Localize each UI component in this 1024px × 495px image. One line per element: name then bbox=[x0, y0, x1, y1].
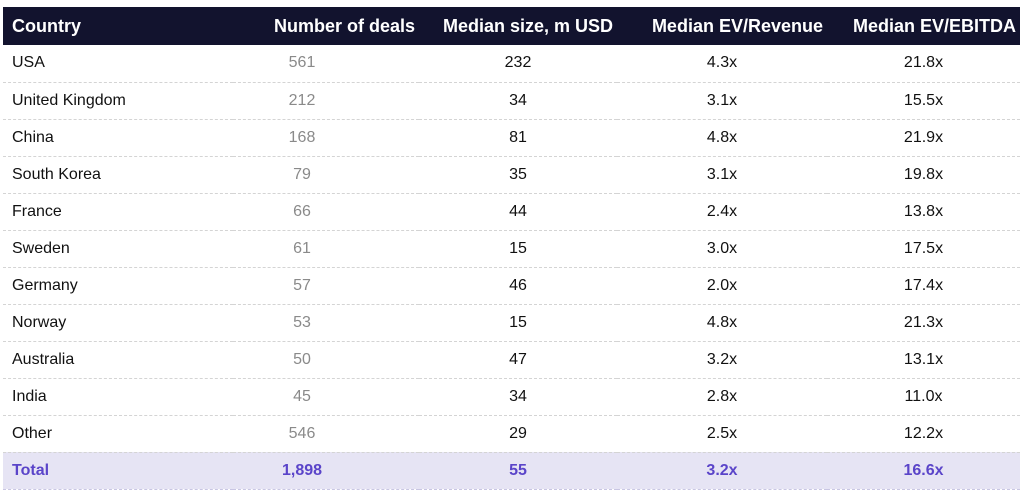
cell-median-size: 232 bbox=[504, 54, 532, 72]
total-cell-country: Total bbox=[12, 461, 50, 479]
cell-median-size: 44 bbox=[509, 202, 527, 220]
header-country: Country bbox=[12, 15, 81, 36]
cell-median-ev-ebitda: 11.0x bbox=[904, 387, 943, 405]
cell-number-of-deals: 561 bbox=[288, 54, 316, 72]
deals-by-country-table: Country Number of deals Median size, m U… bbox=[3, 7, 1020, 490]
total-cell-median-ev-revenue: 3.2x bbox=[706, 461, 738, 479]
cell-country: Sweden bbox=[12, 239, 70, 257]
table-row: Germany 57 46 2.0x 17.4x bbox=[3, 267, 1020, 304]
cell-country: Norway bbox=[12, 313, 67, 331]
cell-median-size: 15 bbox=[509, 313, 527, 331]
cell-median-ev-revenue: 4.3x bbox=[706, 54, 738, 72]
cell-median-size: 35 bbox=[509, 165, 527, 183]
cell-median-ev-ebitda: 17.5x bbox=[903, 239, 944, 257]
cell-median-ev-revenue: 2.4x bbox=[706, 202, 738, 220]
cell-median-ev-revenue: 3.2x bbox=[706, 350, 738, 368]
deals-table-container: Country Number of deals Median size, m U… bbox=[3, 7, 1020, 490]
cell-number-of-deals: 45 bbox=[293, 387, 311, 405]
cell-median-ev-ebitda: 19.8x bbox=[903, 165, 944, 183]
cell-median-ev-ebitda: 13.8x bbox=[903, 202, 944, 220]
table-body: USA 561 232 4.3x 21.8x United Kingdom 212 34 3.1… bbox=[3, 45, 1020, 489]
cell-country: Australia bbox=[12, 350, 75, 368]
cell-country: United Kingdom bbox=[12, 91, 126, 109]
cell-median-ev-ebitda: 21.9x bbox=[903, 128, 944, 146]
header-median-ev-revenue: Median EV/Revenue bbox=[651, 15, 823, 36]
table-row: India 45 34 2.8x 11.0x bbox=[3, 378, 1020, 415]
cell-median-ev-revenue: 2.0x bbox=[706, 276, 738, 294]
cell-number-of-deals: 57 bbox=[293, 276, 311, 294]
cell-median-ev-revenue: 3.1x bbox=[706, 165, 738, 183]
table-row: Other 546 29 2.5x 12.2x bbox=[3, 415, 1020, 452]
cell-median-ev-revenue: 2.8x bbox=[706, 387, 738, 405]
header-median-ev-ebitda: Median EV/EBITDA bbox=[852, 15, 1016, 36]
table-header-row: Country Number of deals Median size, m U… bbox=[3, 7, 1020, 45]
cell-median-size: 81 bbox=[509, 128, 527, 146]
table-row: USA 561 232 4.3x 21.8x bbox=[3, 45, 1020, 82]
cell-median-ev-revenue: 4.8x bbox=[706, 313, 738, 331]
table-row: Australia 50 47 3.2x 13.1x bbox=[3, 341, 1020, 378]
cell-median-size: 34 bbox=[509, 91, 527, 109]
total-row: Total 1,898 55 3.2x 16.6x bbox=[3, 452, 1020, 489]
cell-number-of-deals: 53 bbox=[293, 313, 311, 331]
cell-median-ev-revenue: 2.5x bbox=[706, 424, 738, 442]
cell-median-ev-ebitda: 17.4x bbox=[903, 276, 944, 294]
cell-median-ev-revenue: 3.0x bbox=[706, 239, 738, 257]
cell-median-size: 15 bbox=[509, 239, 527, 257]
table-row: South Korea 79 35 3.1x 19.8x bbox=[3, 156, 1020, 193]
cell-country: China bbox=[12, 128, 54, 146]
cell-median-size: 47 bbox=[509, 350, 527, 368]
table-row: United Kingdom 212 34 3.1x 15.5x bbox=[3, 82, 1020, 119]
table-row: Sweden 61 15 3.0x 17.5x bbox=[3, 230, 1020, 267]
header-median-size: Median size, m USD bbox=[442, 15, 613, 36]
cell-country: Germany bbox=[12, 276, 78, 294]
cell-number-of-deals: 546 bbox=[288, 424, 316, 442]
cell-median-ev-ebitda: 13.1x bbox=[903, 350, 944, 368]
cell-number-of-deals: 79 bbox=[293, 165, 311, 183]
cell-median-size: 34 bbox=[509, 387, 527, 405]
cell-median-size: 29 bbox=[509, 424, 527, 442]
cell-median-size: 46 bbox=[509, 276, 527, 294]
cell-country: USA bbox=[12, 54, 45, 72]
cell-number-of-deals: 212 bbox=[288, 91, 316, 109]
cell-number-of-deals: 61 bbox=[293, 239, 311, 257]
table-row: China 168 81 4.8x 21.9x bbox=[3, 119, 1020, 156]
header-number-of-deals: Number of deals bbox=[273, 15, 415, 36]
table-row: France 66 44 2.4x 13.8x bbox=[3, 193, 1020, 230]
total-cell-number-of-deals: 1,898 bbox=[281, 461, 323, 479]
cell-median-ev-ebitda: 21.8x bbox=[903, 54, 944, 72]
cell-number-of-deals: 66 bbox=[293, 202, 311, 220]
cell-median-ev-ebitda: 21.3x bbox=[903, 313, 944, 331]
cell-number-of-deals: 50 bbox=[293, 350, 311, 368]
cell-median-ev-revenue: 4.8x bbox=[706, 128, 738, 146]
cell-country: South Korea bbox=[12, 165, 101, 183]
cell-country: Other bbox=[12, 424, 53, 442]
cell-country: France bbox=[12, 202, 62, 220]
cell-median-ev-ebitda: 12.2x bbox=[903, 424, 944, 442]
cell-median-ev-revenue: 3.1x bbox=[706, 91, 738, 109]
cell-median-ev-ebitda: 15.5x bbox=[903, 91, 944, 109]
total-cell-median-size: 55 bbox=[509, 461, 527, 479]
table-row: Norway 53 15 4.8x 21.3x bbox=[3, 304, 1020, 341]
cell-number-of-deals: 168 bbox=[288, 128, 316, 146]
cell-country: India bbox=[12, 387, 47, 405]
total-cell-median-ev-ebitda: 16.6x bbox=[903, 461, 944, 479]
